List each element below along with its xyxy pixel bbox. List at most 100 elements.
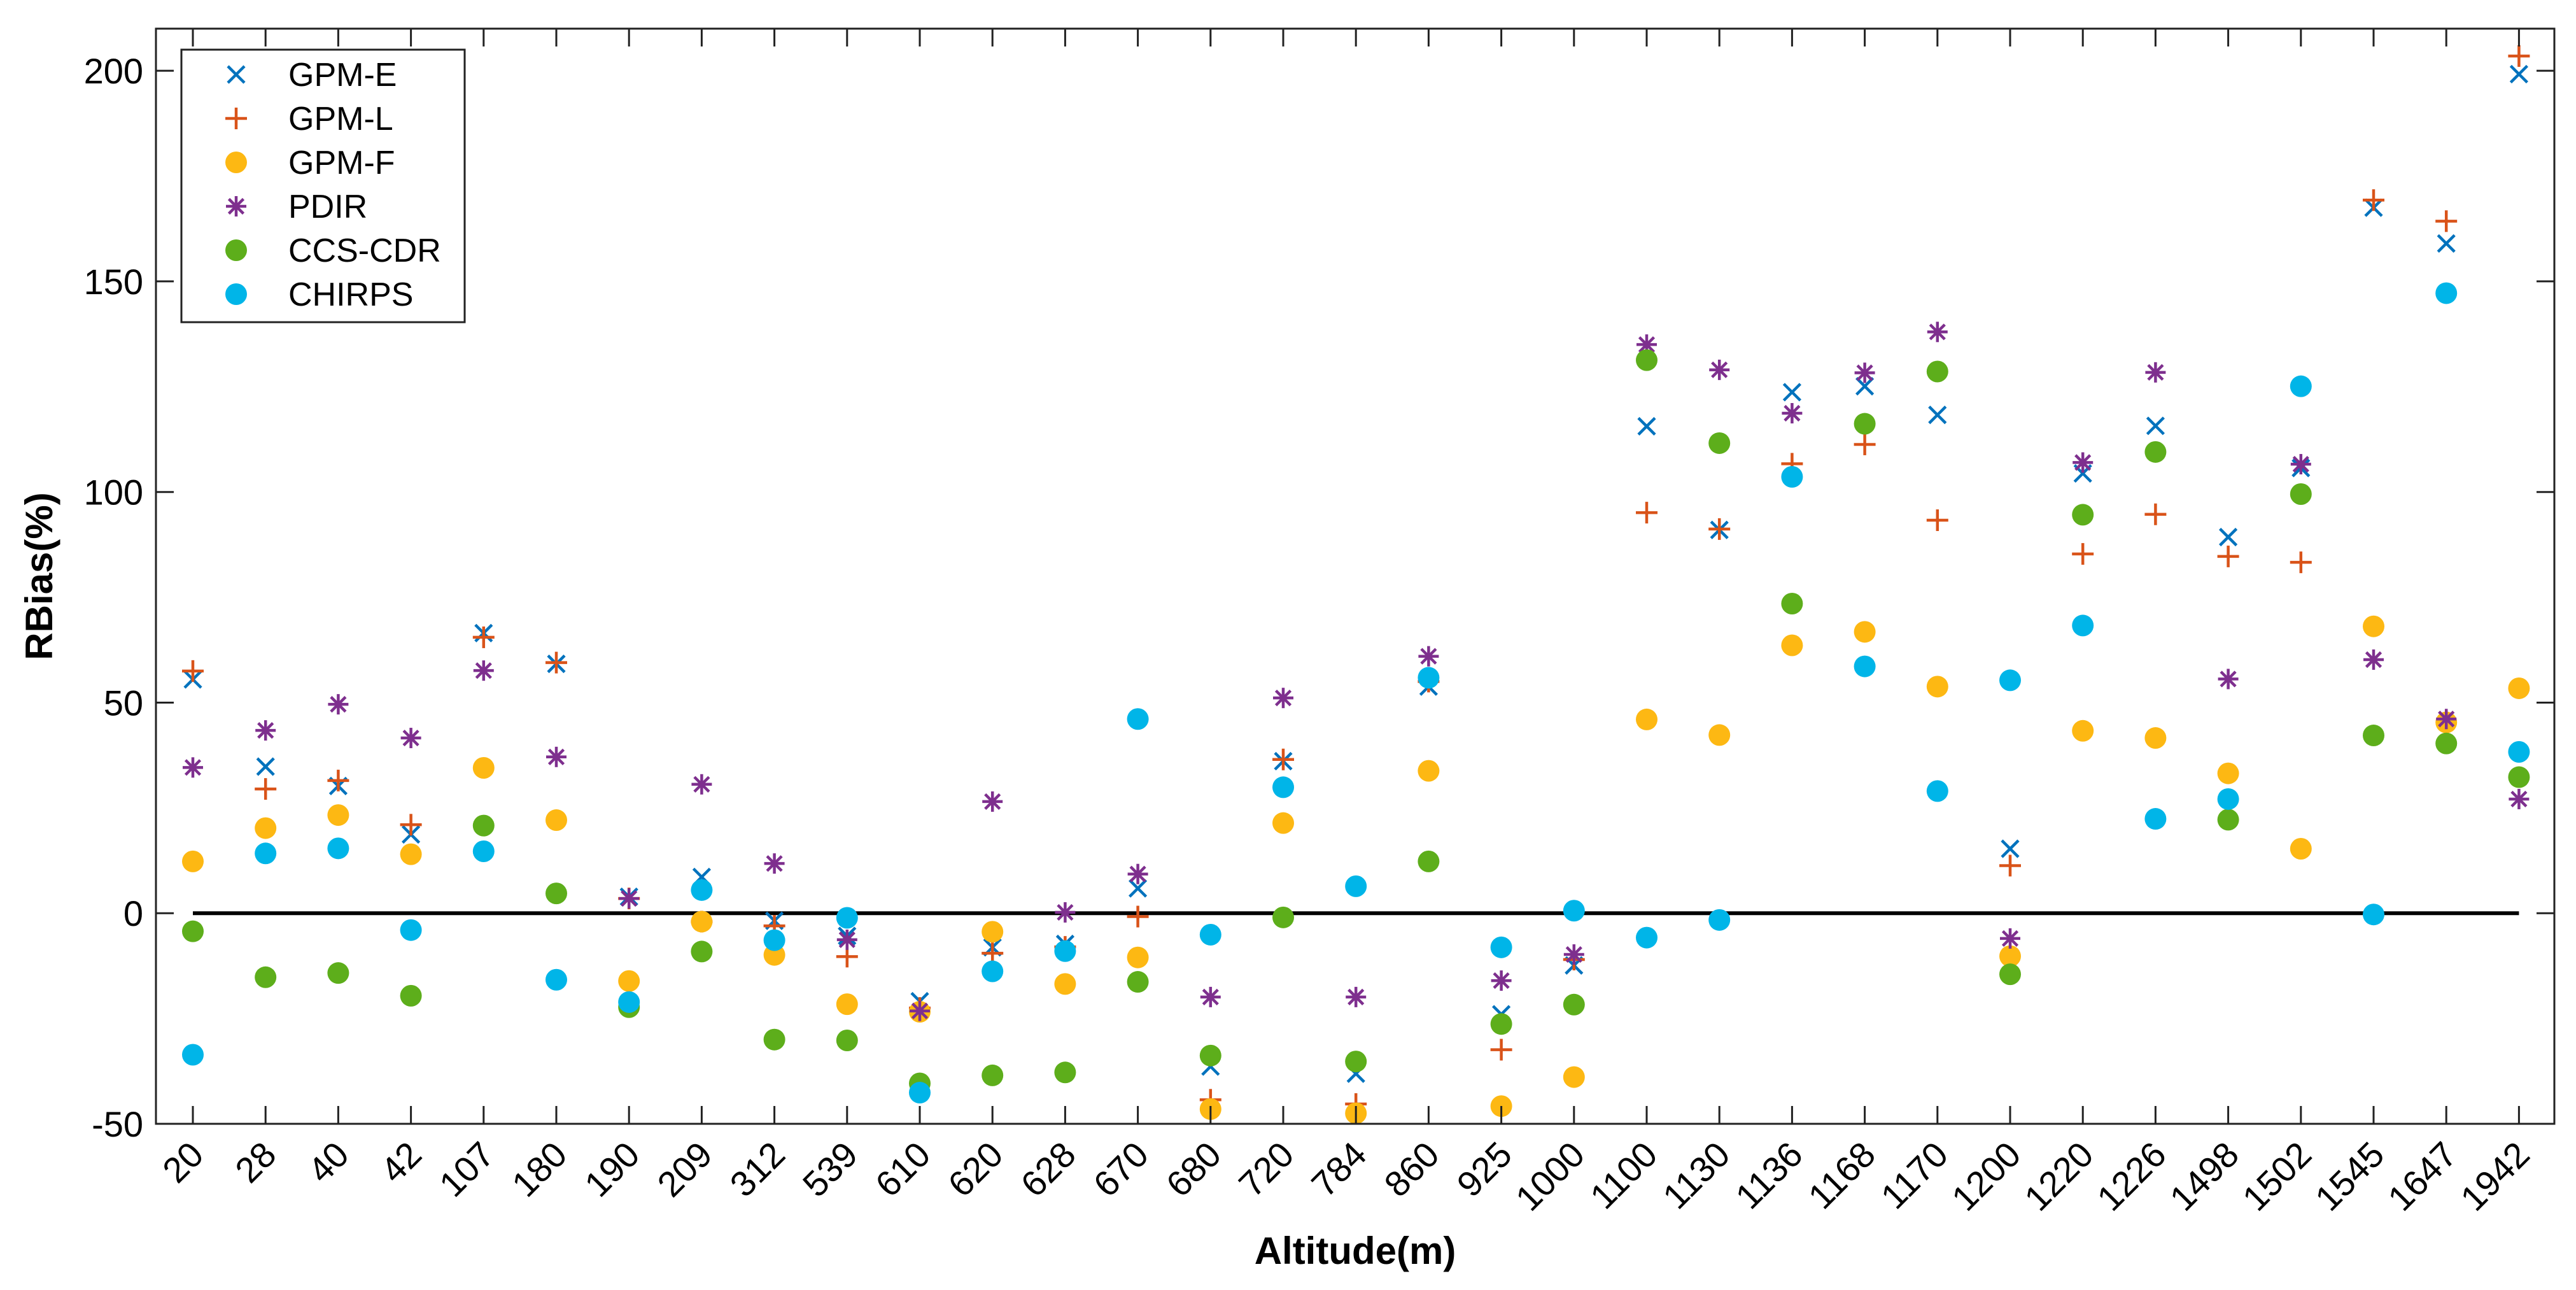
data-point — [2508, 766, 2530, 788]
data-point — [472, 840, 495, 862]
data-point — [1272, 748, 1294, 770]
data-point — [1490, 1013, 1512, 1035]
data-point — [836, 929, 857, 950]
legend-marker — [225, 283, 247, 305]
y-tick-label: 150 — [84, 262, 143, 302]
data-point — [1127, 905, 1149, 928]
legend-label: CHIRPS — [288, 276, 413, 313]
data-point — [982, 791, 1003, 812]
legend-label: CCS-CDR — [288, 232, 441, 269]
data-point — [327, 837, 349, 860]
data-point — [1926, 509, 1948, 532]
data-point — [255, 817, 277, 839]
data-point — [2072, 719, 2094, 742]
data-point — [1926, 780, 1948, 802]
data-point — [1636, 708, 1658, 730]
data-point — [909, 1082, 931, 1104]
y-tick-label: 0 — [123, 893, 143, 933]
data-point — [1199, 923, 1221, 946]
data-point — [1708, 432, 1731, 454]
legend-marker — [227, 65, 246, 84]
data-point — [2144, 441, 2167, 463]
data-point — [2072, 542, 2094, 565]
data-point — [1490, 1038, 1512, 1061]
data-point — [1127, 971, 1149, 993]
data-point — [327, 769, 349, 791]
series-ccs-cdr — [182, 349, 2530, 1095]
legend-marker — [225, 108, 247, 129]
axis-ticks — [156, 29, 2554, 1125]
data-point — [1418, 760, 1440, 782]
data-point — [1999, 669, 2021, 691]
data-point — [2072, 504, 2094, 526]
data-point — [256, 757, 275, 776]
data-point — [2435, 210, 2458, 232]
data-point — [1927, 322, 1948, 343]
data-point — [763, 929, 785, 951]
data-point — [691, 879, 713, 901]
data-point — [182, 850, 204, 872]
legend-label: GPM-F — [288, 145, 395, 181]
data-point — [255, 842, 277, 865]
data-point — [2363, 649, 2384, 670]
legend-item-chirps: CHIRPS — [225, 276, 413, 313]
data-point — [2363, 189, 2384, 211]
data-point — [1636, 502, 1658, 524]
data-point — [1782, 402, 1803, 423]
data-point — [327, 804, 349, 826]
data-point — [400, 843, 422, 865]
data-point — [1346, 986, 1367, 1007]
data-point — [1926, 360, 1948, 383]
data-point — [1418, 667, 1440, 689]
data-point — [2290, 375, 2312, 397]
legend-item-gpm-l: GPM-L — [225, 101, 393, 138]
data-point — [982, 960, 1004, 982]
data-point — [2217, 788, 2239, 810]
data-point — [2073, 452, 2094, 473]
data-point — [1129, 879, 1148, 898]
data-point — [1272, 776, 1294, 798]
y-axis-label: RBias(%) — [18, 492, 60, 660]
data-point — [1781, 634, 1803, 656]
data-point — [2001, 839, 2020, 858]
data-point — [618, 991, 640, 1013]
data-point — [472, 757, 495, 779]
data-point — [1854, 433, 1876, 455]
y-tick-label: 100 — [84, 472, 143, 513]
y-tick-label: 50 — [104, 683, 143, 723]
data-point — [1928, 406, 1947, 425]
data-point — [473, 660, 494, 681]
legend-label: GPM-E — [288, 57, 397, 94]
data-point — [982, 921, 1004, 943]
data-point — [1854, 413, 1876, 435]
data-point — [1781, 593, 1803, 614]
data-point — [982, 1064, 1004, 1086]
data-point — [1272, 812, 1294, 834]
data-point — [619, 888, 640, 909]
data-point — [2435, 732, 2458, 755]
data-point — [1272, 906, 1294, 928]
data-point — [1127, 708, 1149, 730]
data-point — [1127, 863, 1148, 884]
data-point — [1563, 993, 1585, 1016]
data-point — [1563, 944, 1584, 965]
data-point — [1782, 383, 1801, 402]
data-point — [763, 1028, 785, 1051]
data-point — [2146, 416, 2165, 436]
data-point — [1708, 518, 1731, 540]
data-point — [2435, 282, 2458, 304]
data-point — [1127, 946, 1149, 968]
y-tick-label: -50 — [92, 1104, 143, 1144]
data-point — [1200, 986, 1221, 1007]
data-point — [1709, 359, 1730, 380]
data-point — [2290, 454, 2311, 475]
data-point — [327, 962, 349, 984]
data-point — [691, 940, 713, 963]
data-point — [2072, 614, 2094, 637]
data-point — [400, 728, 421, 749]
data-point — [472, 814, 495, 837]
data-point — [1490, 936, 1512, 958]
data-point — [2508, 741, 2530, 763]
data-point — [1563, 900, 1585, 922]
data-point — [255, 778, 277, 800]
